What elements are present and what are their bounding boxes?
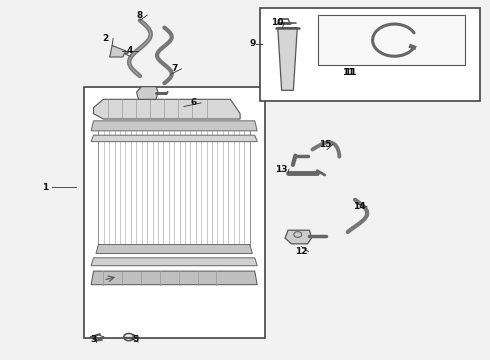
Polygon shape	[285, 230, 312, 244]
Polygon shape	[94, 99, 240, 119]
Text: 4: 4	[127, 46, 133, 55]
Bar	[318, 15, 465, 65]
Polygon shape	[91, 258, 257, 266]
Text: 14: 14	[353, 202, 366, 211]
Text: 15: 15	[319, 140, 332, 149]
Polygon shape	[91, 135, 257, 141]
Text: 6: 6	[191, 98, 197, 107]
Text: 13: 13	[275, 165, 288, 174]
Bar	[84, 87, 265, 338]
Polygon shape	[91, 271, 257, 285]
Text: 5: 5	[132, 335, 138, 344]
Text: 3: 3	[91, 335, 97, 344]
Polygon shape	[137, 87, 158, 99]
Text: 7: 7	[171, 64, 177, 73]
Polygon shape	[91, 121, 257, 131]
Text: 11: 11	[343, 68, 355, 77]
Text: 2: 2	[102, 34, 109, 43]
Text: 10: 10	[270, 18, 283, 27]
Polygon shape	[110, 45, 126, 57]
Text: 12: 12	[295, 247, 307, 256]
Text: 9: 9	[249, 39, 255, 48]
Text: 8: 8	[137, 10, 143, 19]
Text: 11: 11	[344, 68, 356, 77]
Text: 1: 1	[42, 183, 48, 192]
Bar	[260, 8, 480, 101]
Polygon shape	[96, 244, 252, 253]
Polygon shape	[278, 28, 297, 90]
